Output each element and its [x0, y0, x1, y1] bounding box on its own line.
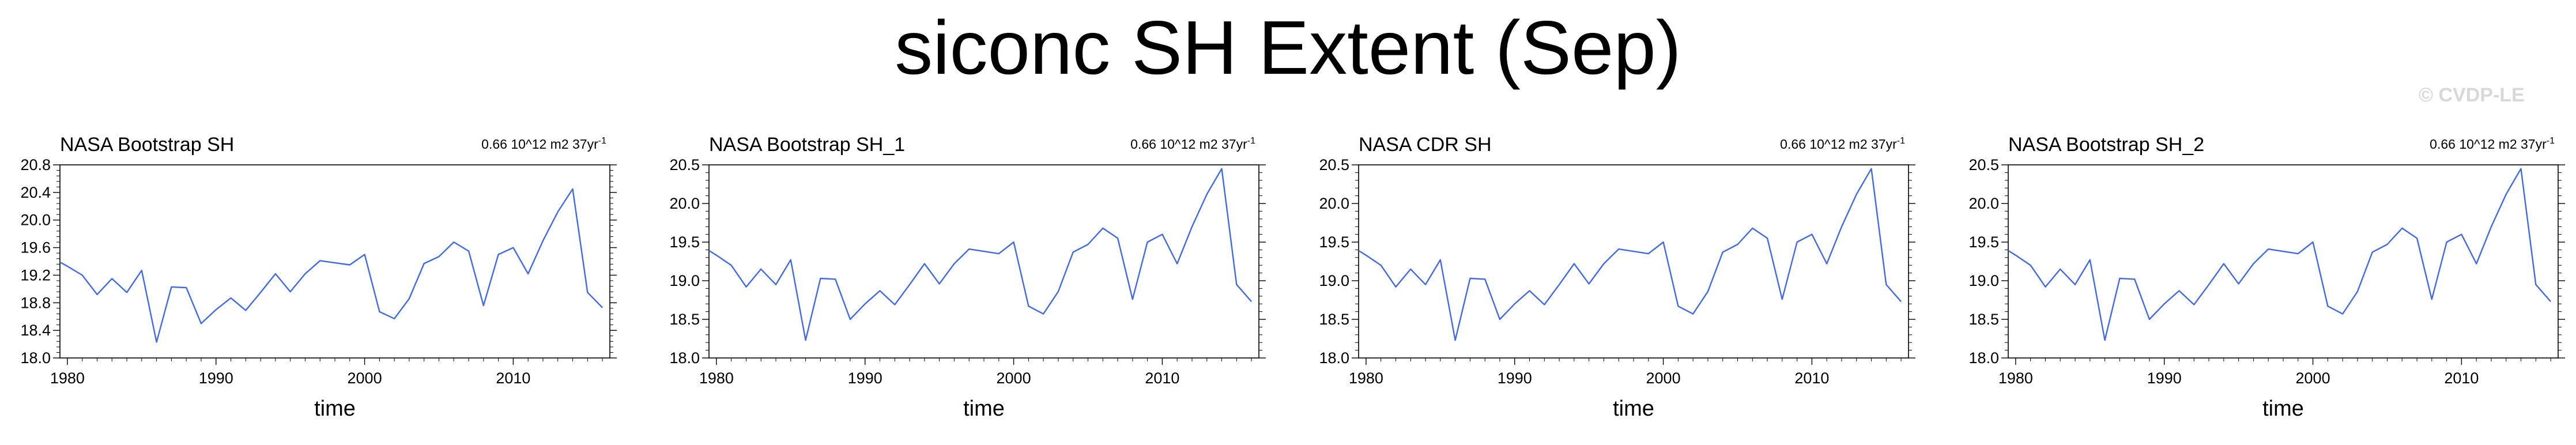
- series-line: [709, 168, 1253, 341]
- y-tick-label: 20.0: [1968, 195, 1999, 212]
- trend-label: 0.66 10^12 m2 37yr-1: [1780, 136, 1905, 152]
- y-tick-label: 18.4: [20, 322, 51, 339]
- y-tick-label: 20.5: [669, 156, 700, 174]
- x-tick-label: 1980: [1998, 369, 2033, 387]
- x-tick-label: 1980: [1349, 369, 1383, 387]
- trend-exponent: -1: [2547, 136, 2555, 146]
- series-line: [60, 188, 603, 343]
- chart-panel-2: NASA Bootstrap SH_1 0.66 10^12 m2 37yr-1 1…: [669, 134, 1266, 421]
- y-tick-label: 18.0: [1319, 349, 1349, 367]
- y-tick-label: 19.5: [1968, 233, 1999, 251]
- x-axis-title: time: [963, 397, 1005, 421]
- series-line: [1359, 168, 1902, 341]
- x-axis-title: time: [1613, 397, 1654, 421]
- x-tick-label: 2000: [1646, 369, 1681, 387]
- page-title: siconc SH Extent (Sep): [895, 5, 1681, 90]
- panel-title: NASA Bootstrap SH: [60, 134, 234, 156]
- chart-panel-3: NASA CDR SH 0.66 10^12 m2 37yr-1 18.0 18.5 1…: [1319, 134, 1915, 421]
- panel-title: NASA CDR SH: [1359, 134, 1492, 156]
- trend-label: 0.66 10^12 m2 37yr-1: [2430, 136, 2555, 152]
- x-tick-label: 1990: [1498, 369, 1532, 387]
- y-tick-label: 18.0: [20, 349, 51, 367]
- x-tick-label: 1980: [50, 369, 85, 387]
- x-tick-label: 2000: [2296, 369, 2330, 387]
- trend-exponent: -1: [1897, 136, 1905, 146]
- trend-exponent: -1: [598, 136, 606, 146]
- trend-label: 0.66 10^12 m2 37yr-1: [1130, 136, 1255, 152]
- y-tick-label: 20.8: [20, 156, 51, 174]
- y-tick-label: 19.5: [669, 233, 700, 251]
- y-tick-label: 19.5: [1319, 233, 1349, 251]
- chart-panel-4: NASA Bootstrap SH_2 0.66 10^12 m2 37yr-1 1…: [1968, 134, 2565, 421]
- y-tick-label: 20.0: [669, 195, 700, 212]
- trend-exponent: -1: [1247, 136, 1255, 146]
- x-tick-label: 1990: [199, 369, 233, 387]
- trend-label: 0.66 10^12 m2 37yr-1: [481, 136, 606, 152]
- y-tick-label: 18.0: [1968, 349, 1999, 367]
- y-tick-label: 20.0: [20, 212, 51, 229]
- y-tick-label: 20.0: [1319, 195, 1349, 212]
- panel-title: NASA Bootstrap SH_1: [709, 134, 905, 156]
- y-tick-label: 20.5: [1968, 156, 1999, 174]
- x-tick-label: 1990: [848, 369, 882, 387]
- x-axis-title: time: [2262, 397, 2304, 421]
- y-tick-label: 20.4: [20, 184, 51, 201]
- x-tick-label: 2010: [2444, 369, 2479, 387]
- y-tick-label: 18.0: [669, 349, 700, 367]
- x-axis-title: time: [314, 397, 356, 421]
- x-tick-label: 2010: [496, 369, 530, 387]
- panel-title: NASA Bootstrap SH_2: [2008, 134, 2204, 156]
- plot-frame: [59, 164, 610, 359]
- x-tick-label: 1990: [2147, 369, 2182, 387]
- y-tick-label: 19.6: [20, 239, 51, 257]
- x-tick-label: 2010: [1794, 369, 1829, 387]
- chart-panel-1: NASA Bootstrap SH 0.66 10^12 m2 37yr-1 18.…: [20, 134, 617, 421]
- y-tick-label: 18.5: [1968, 311, 1999, 328]
- watermark-label: © CVDP-LE: [2419, 84, 2525, 106]
- y-tick-label: 19.0: [1319, 272, 1349, 289]
- x-tick-label: 2000: [348, 369, 382, 387]
- y-tick-label: 19.2: [20, 266, 51, 284]
- x-tick-label: 1980: [699, 369, 734, 387]
- y-tick-label: 18.5: [1319, 311, 1349, 328]
- y-tick-label: 18.5: [669, 311, 700, 328]
- x-tick-label: 2010: [1145, 369, 1179, 387]
- y-tick-label: 19.0: [669, 272, 700, 289]
- y-tick-label: 19.0: [1968, 272, 1999, 289]
- series-line: [2008, 168, 2552, 341]
- y-tick-label: 18.8: [20, 294, 51, 311]
- x-tick-label: 2000: [997, 369, 1031, 387]
- y-tick-label: 20.5: [1319, 156, 1349, 174]
